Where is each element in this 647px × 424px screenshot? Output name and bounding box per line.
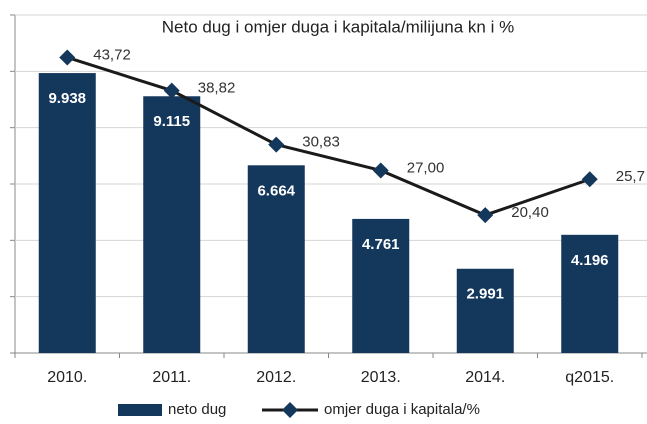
x-tick-label: 2012. — [256, 369, 296, 386]
legend-marker — [282, 402, 298, 418]
line — [66, 56, 591, 217]
legend-swatch — [118, 404, 162, 416]
line-marker — [477, 207, 494, 224]
line-marker — [581, 171, 598, 188]
x-tick-label: 2014. — [465, 369, 505, 386]
x-tick-label: 2013. — [361, 369, 401, 386]
line-marker — [163, 82, 180, 99]
line-label: 43,72 — [93, 46, 131, 63]
x-tick-label: 2010. — [47, 369, 87, 386]
bar-label: 4.196 — [571, 252, 609, 269]
bar — [247, 165, 305, 353]
legend-label: neto dug — [168, 401, 226, 418]
x-tick-label: q2015. — [565, 369, 614, 386]
line-marker — [268, 136, 285, 153]
line-label: 25,7 — [616, 168, 645, 185]
bar — [561, 234, 619, 353]
legend-label: omjer duga i kapitala/% — [324, 401, 480, 418]
line-label: 20,40 — [511, 204, 549, 221]
bar-label: 9.938 — [48, 90, 86, 107]
bar-label: 2.991 — [466, 286, 504, 303]
x-tick-label: 2011. — [152, 369, 191, 386]
bar — [38, 73, 96, 354]
bar — [456, 268, 514, 353]
bar-label: 9.115 — [153, 113, 190, 130]
line-label: 30,83 — [302, 134, 340, 151]
line-marker — [59, 49, 76, 66]
bar-label: 4.761 — [362, 236, 400, 253]
line-label: 38,82 — [198, 80, 236, 97]
line-label: 27,00 — [407, 159, 445, 176]
chart-title: Neto dug i omjer duga i kapitala/milijun… — [162, 17, 514, 36]
bar-label: 6.664 — [257, 182, 295, 199]
line-marker — [372, 162, 389, 179]
bar — [352, 218, 410, 353]
bar — [143, 96, 201, 353]
